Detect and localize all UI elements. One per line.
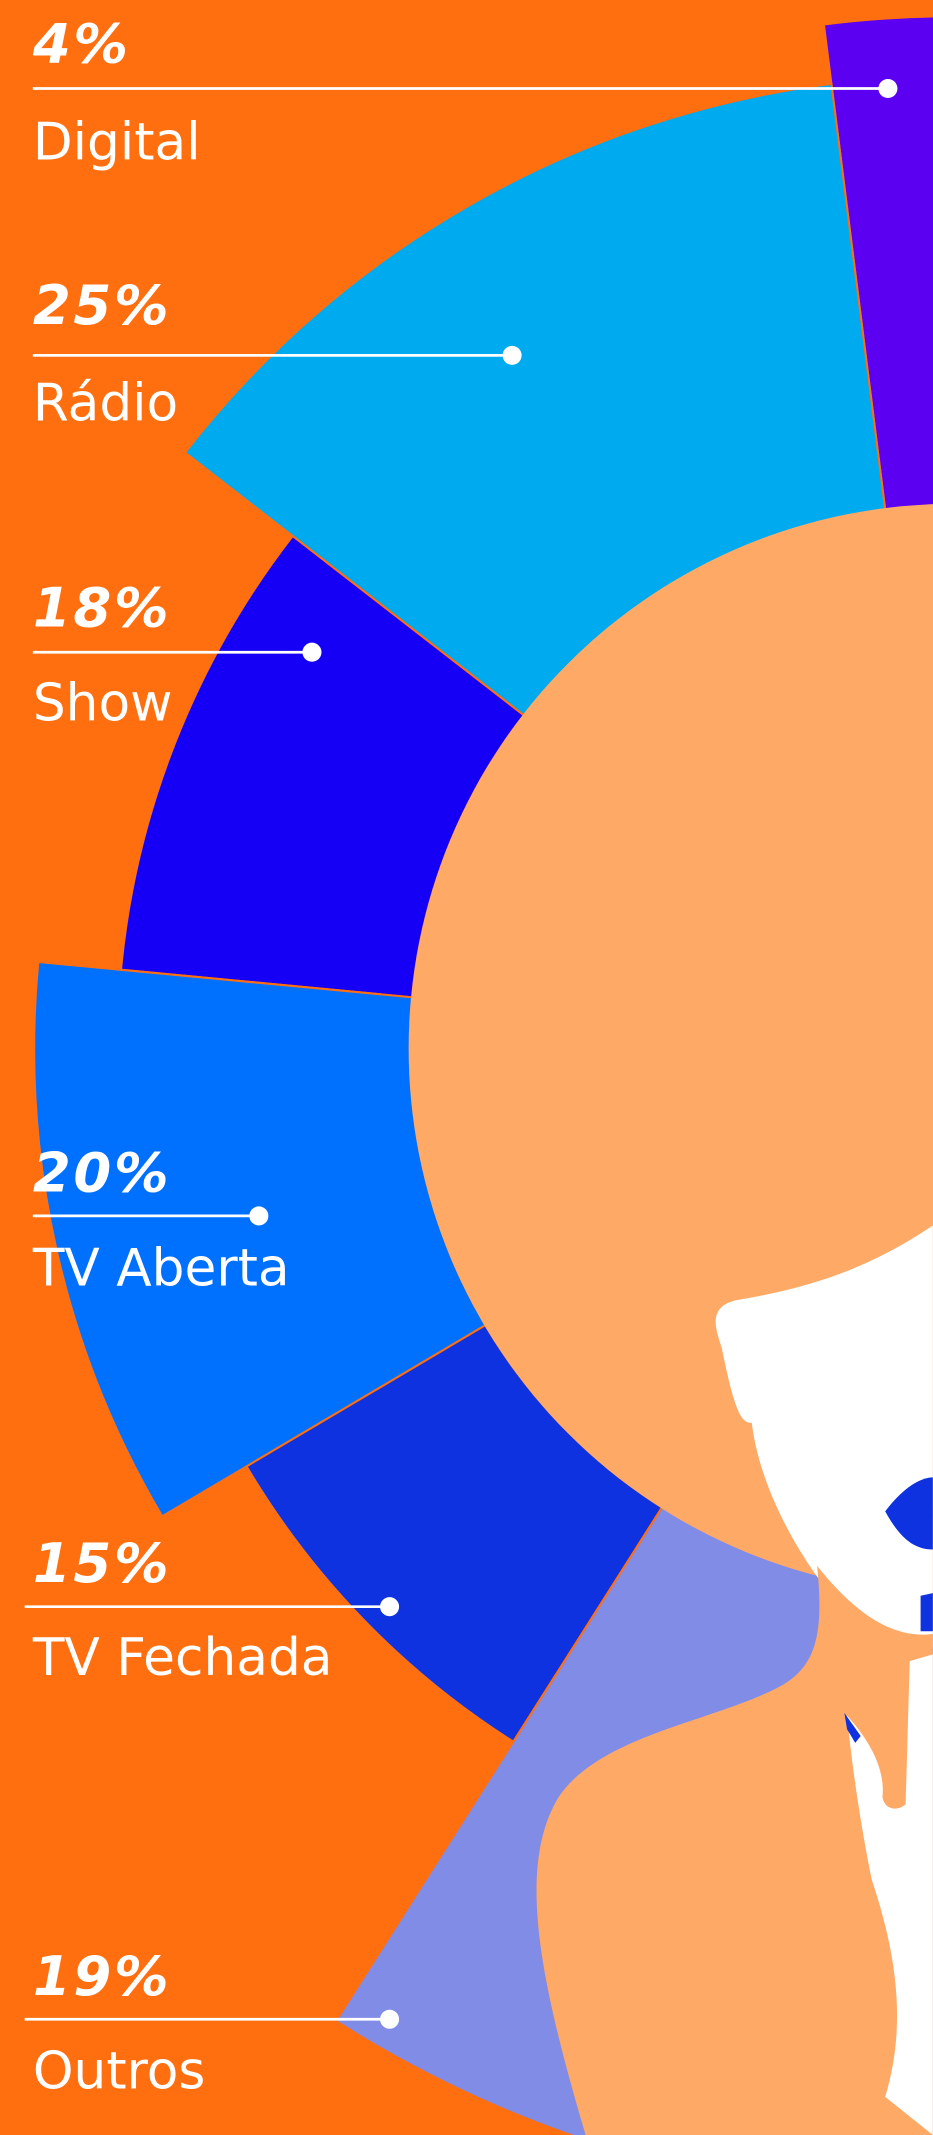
leader-dot: [878, 78, 898, 99]
category-label: TV Fechada: [32, 1628, 333, 1688]
category-label: Outros: [33, 2042, 206, 2102]
leader-dot: [502, 345, 522, 365]
leader-dot: [380, 2009, 400, 2029]
category-label: Show: [33, 673, 173, 733]
neck: [536, 1565, 933, 2135]
illustration: [536, 1225, 933, 2135]
leader-dot: [302, 642, 322, 662]
value-label: 4%: [32, 12, 131, 76]
value-label: 20%: [33, 1140, 172, 1204]
detail: [844, 1712, 861, 1743]
value-label: 18%: [33, 575, 172, 639]
category-label: Rádio: [33, 374, 178, 434]
value-label: 19%: [33, 1944, 172, 2008]
collar: [847, 1654, 933, 2135]
category-label: TV Aberta: [32, 1238, 290, 1298]
detail: [920, 1593, 933, 1632]
leader-dot: [249, 1206, 269, 1226]
face: [715, 1225, 933, 1648]
labels: 4% Digital 25% Rádio 18% Show 20% TV Aberta 15% T…: [24, 12, 898, 2102]
leader-dot: [380, 1597, 400, 1617]
eye: [885, 1477, 933, 1550]
value-label: 15%: [33, 1531, 172, 1595]
category-label: Digital: [33, 112, 201, 172]
value-label: 25%: [33, 273, 172, 337]
